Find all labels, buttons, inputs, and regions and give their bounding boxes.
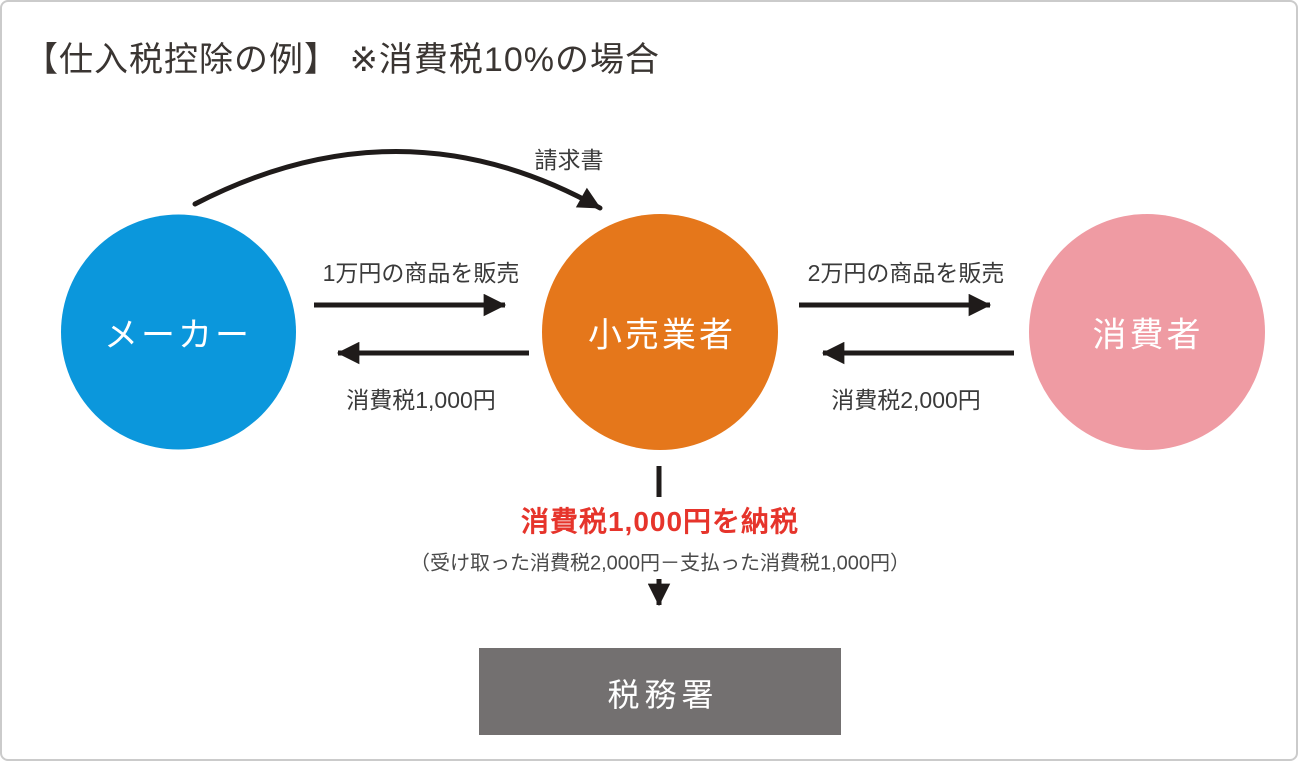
consumer-circle: [1029, 214, 1265, 450]
retailer-label: 小売業者: [588, 316, 736, 355]
invoice-label: 請求書: [534, 147, 604, 173]
sale-label-retailer-consumer: 2万円の商品を販売: [807, 260, 1005, 286]
tax-payment-sub-label: （受け取った消費税2,000円－支払った消費税1,000円）: [409, 552, 911, 575]
page-title: 【仕入税控除の例】 ※消費税10%の場合: [24, 41, 660, 79]
tax-label-maker-retailer: 消費税1,000円: [346, 387, 496, 413]
tax-payment-main-label: 消費税1,000円を納税: [520, 506, 800, 537]
retailer-circle: [542, 214, 778, 450]
maker-circle: [61, 214, 296, 450]
maker-label: メーカー: [104, 316, 252, 355]
invoice-curved-arrow: [192, 149, 603, 211]
tax-office-label: 税務署: [607, 677, 719, 713]
tax-office-box: [479, 648, 841, 735]
tax-label-retailer-consumer: 消費税2,000円: [831, 387, 981, 413]
consumer-label: 消費者: [1092, 316, 1204, 355]
sale-label-maker-retailer: 1万円の商品を販売: [322, 260, 520, 286]
